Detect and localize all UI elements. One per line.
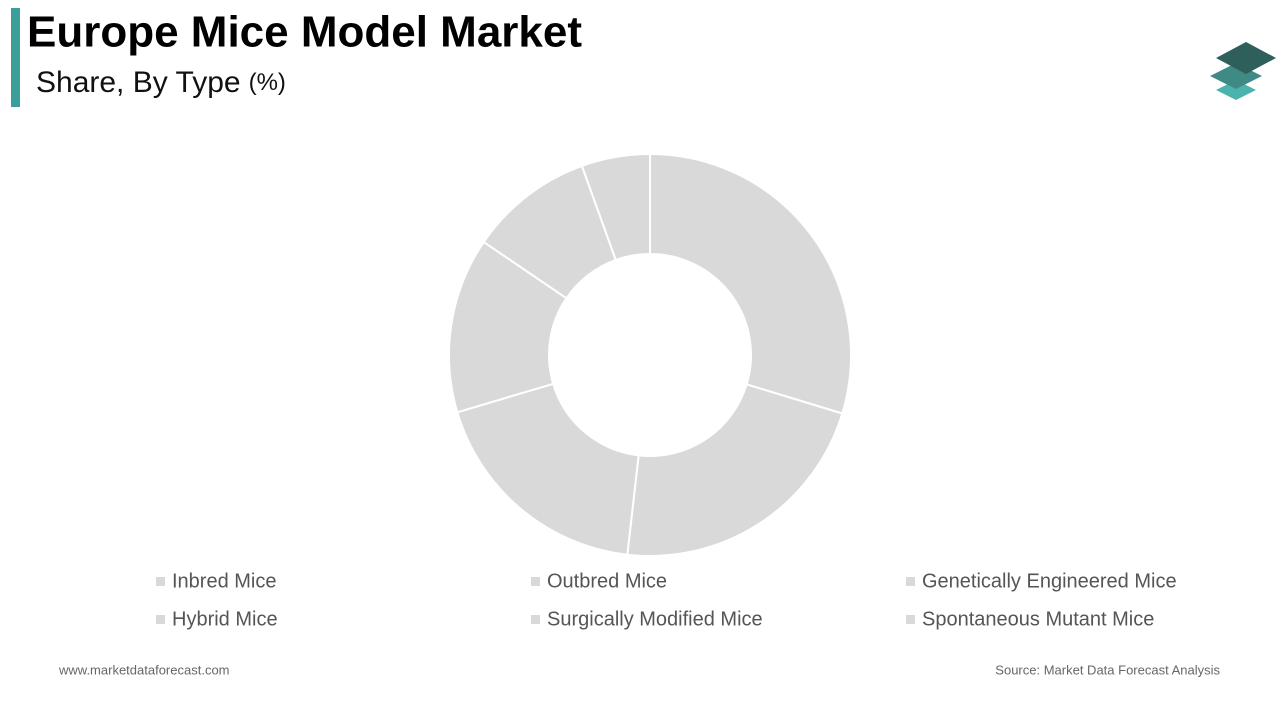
legend-label: Outbred Mice <box>547 570 667 592</box>
donut <box>448 152 852 557</box>
legend-label: Hybrid Mice <box>172 608 278 630</box>
chart-title: Europe Mice Model Market <box>27 8 582 57</box>
website: www.marketdataforecast.com <box>58 662 230 677</box>
subtitle-unit: (%) <box>249 69 286 96</box>
source: Source: Market Data Forecast Analysis <box>995 662 1220 677</box>
donut-segment <box>448 240 568 414</box>
legend-label: Surgically Modified Mice <box>547 608 763 630</box>
legend-label: Inbred Mice <box>172 570 277 592</box>
subtitle-text: Share, By Type <box>36 66 241 99</box>
logo <box>1210 42 1276 100</box>
legend-swatch <box>531 615 540 624</box>
legend-label: Genetically Engineered Mice <box>922 570 1177 592</box>
legend-swatch <box>156 615 165 624</box>
donut-segment <box>580 152 651 262</box>
legend: Inbred Mice Outbred Mice Genetically Engin… <box>156 570 1177 630</box>
donut-segment <box>649 152 852 415</box>
donut-segment <box>626 383 844 557</box>
title-accent <box>11 8 20 107</box>
legend-swatch <box>906 577 915 586</box>
donut-segment <box>456 382 640 556</box>
legend-label: Spontaneous Mutant Mice <box>922 608 1154 630</box>
legend-swatch <box>906 615 915 624</box>
chart-subtitle: Share, By Type (%) <box>36 66 286 99</box>
legend-swatch <box>531 577 540 586</box>
legend-swatch <box>156 577 165 586</box>
